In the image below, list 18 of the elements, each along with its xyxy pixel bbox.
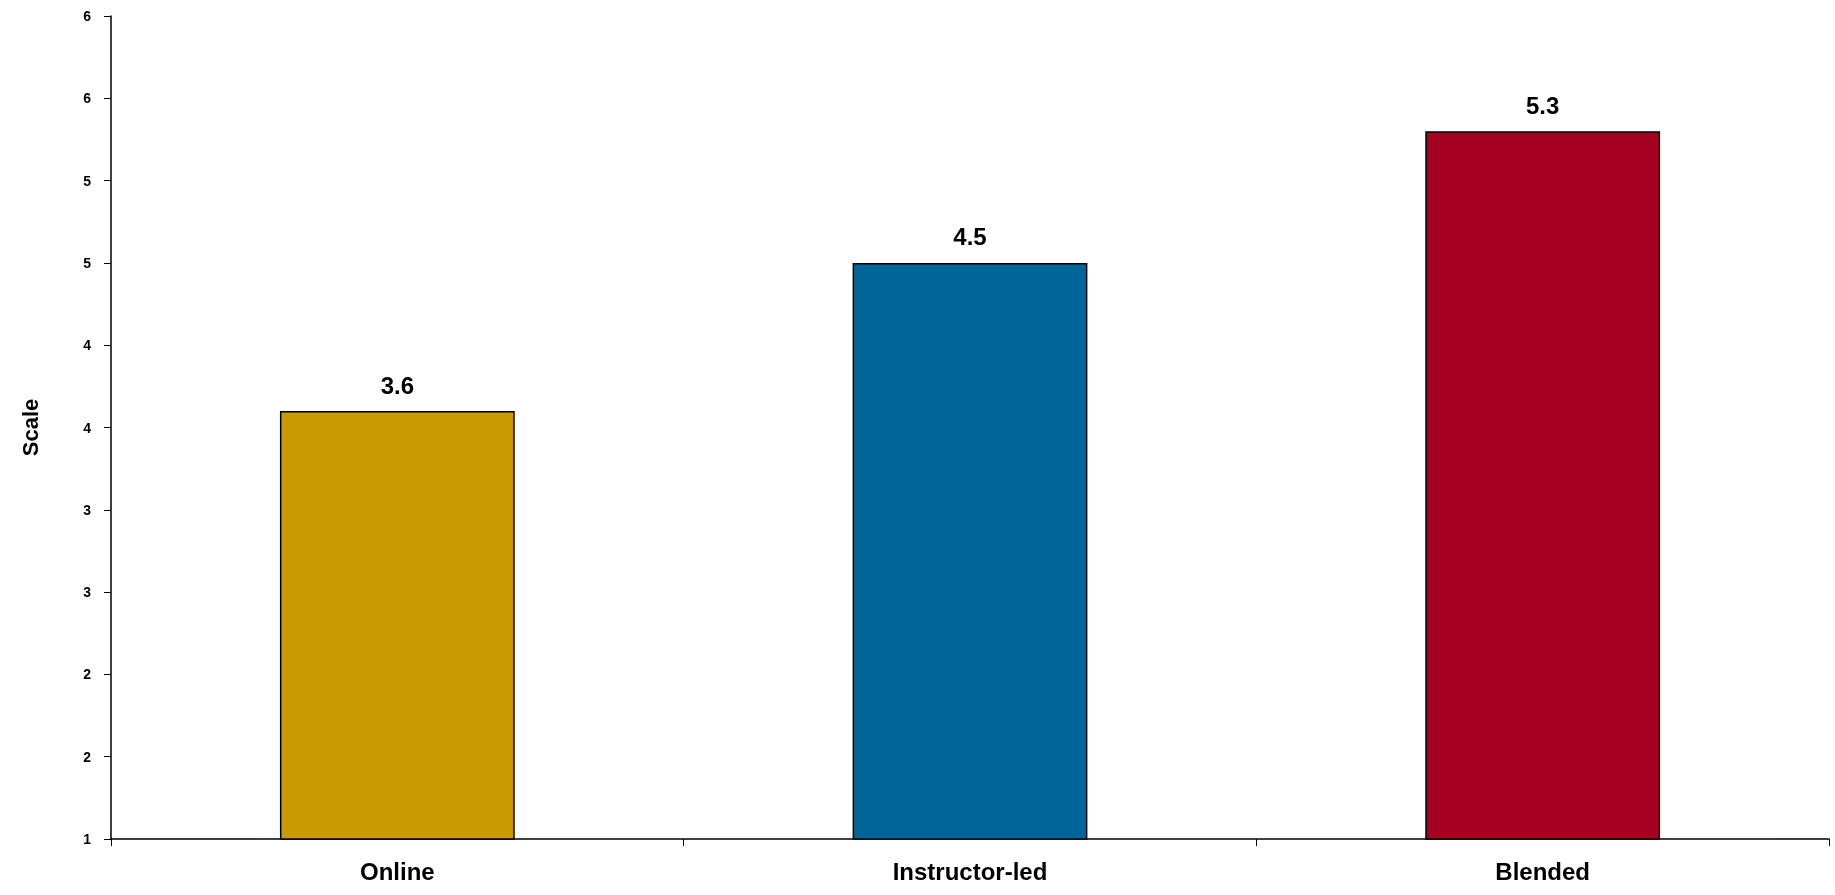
data-label: 4.5	[953, 223, 987, 251]
data-label: 3.6	[380, 371, 415, 399]
y-tick-label: 1	[83, 831, 92, 847]
y-tick-label: 3	[83, 501, 92, 518]
y-tick-label: 2	[83, 666, 92, 683]
y-tick-label: 6	[83, 8, 92, 24]
y-tick-label: 5	[83, 254, 92, 271]
y-tick-label: 2	[83, 748, 92, 765]
x-tick-label: Instructor-led	[892, 857, 1048, 885]
y-tick-label: 4	[83, 337, 92, 354]
x-tick-label: Online	[360, 857, 435, 885]
y-tick-label: 6	[83, 90, 92, 107]
y-axis-title: Scale	[17, 398, 43, 457]
x-tick-label: Blended	[1495, 857, 1591, 885]
y-tick-label: 4	[83, 419, 92, 436]
y-tick-label: 3	[83, 584, 92, 601]
y-tick-label: 5	[83, 172, 92, 189]
data-label: 5.3	[1525, 91, 1560, 119]
